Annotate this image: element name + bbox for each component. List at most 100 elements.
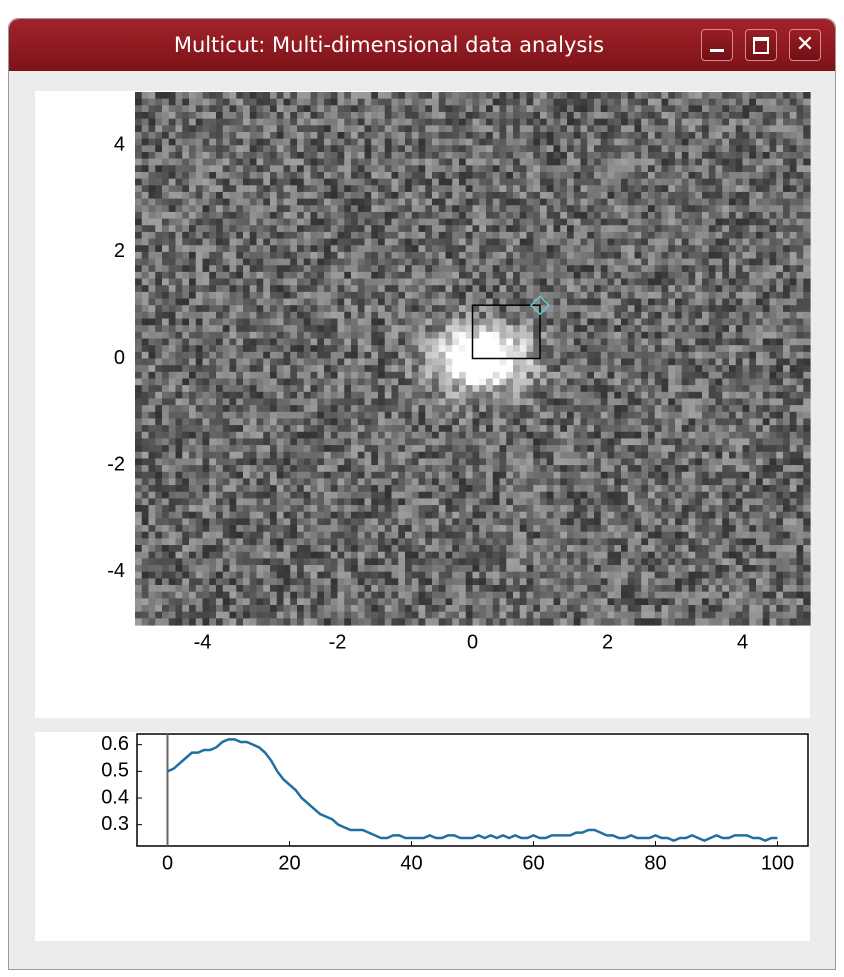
pixel [425, 251, 433, 260]
pixel [742, 198, 750, 206]
pixel [364, 311, 372, 320]
pixel [627, 145, 636, 153]
pixel [303, 231, 312, 240]
pixel [553, 318, 561, 326]
pixel [364, 111, 372, 120]
pixel [229, 351, 237, 360]
pixel [438, 398, 447, 406]
pixel [270, 185, 278, 193]
pixel [324, 131, 332, 140]
pixel [270, 145, 278, 153]
pixel [648, 385, 656, 393]
pixel [357, 351, 366, 360]
pixel [479, 98, 487, 106]
pixel [533, 358, 541, 366]
pixel [337, 178, 345, 186]
pixel [688, 198, 696, 206]
pixel [324, 398, 332, 406]
pixel [243, 245, 251, 253]
pixel [438, 125, 447, 133]
pixel [432, 218, 440, 226]
pixel [789, 178, 798, 186]
pixel [465, 211, 474, 220]
pixel [229, 418, 237, 426]
pixel [769, 251, 777, 260]
pixel [378, 191, 386, 200]
pixel [560, 331, 568, 340]
pixel [459, 391, 467, 400]
pixel [594, 158, 602, 166]
pixel [175, 145, 183, 153]
pixel [459, 411, 467, 420]
pixel [432, 271, 440, 280]
pixel [567, 271, 575, 280]
pixel [337, 258, 345, 266]
pixel [479, 311, 487, 320]
pixel [634, 145, 642, 153]
pixel [513, 171, 521, 180]
pixel [695, 351, 703, 360]
pixel [229, 118, 237, 126]
close-button[interactable]: ✕ [789, 29, 821, 61]
pixel [378, 318, 386, 326]
pixel [317, 151, 325, 160]
pixel [236, 125, 244, 133]
pixel [479, 298, 487, 306]
pixel [175, 291, 183, 300]
pixel [499, 225, 507, 233]
pixel [317, 345, 325, 353]
pixel [519, 131, 528, 140]
pixel [756, 391, 764, 400]
pixel [580, 325, 588, 333]
pixel [405, 92, 413, 100]
pixel [769, 165, 777, 173]
pixel [708, 351, 717, 360]
pixel [330, 105, 339, 113]
pixel [162, 151, 170, 160]
maximize-button[interactable] [745, 29, 777, 61]
pixel [769, 391, 777, 400]
pixel [317, 418, 325, 426]
pixel [499, 405, 507, 413]
pixel [270, 318, 278, 326]
pixel [276, 178, 285, 186]
pixel [634, 365, 642, 373]
pixel [722, 218, 730, 226]
pixel [715, 258, 723, 266]
pixel [324, 171, 332, 180]
pixel [499, 305, 507, 313]
pixel [202, 92, 210, 100]
pixel [756, 178, 764, 186]
pixel [756, 245, 764, 253]
pixel [330, 111, 339, 120]
pixel [330, 411, 339, 420]
pixel [175, 92, 183, 100]
pixel [310, 238, 318, 246]
pixel [749, 225, 757, 233]
pixel [702, 245, 710, 253]
pixel [384, 211, 393, 220]
pixel [438, 285, 447, 293]
pixel [263, 125, 271, 133]
pixel [715, 291, 723, 300]
pixel [560, 138, 568, 146]
pixel [155, 351, 163, 360]
pixel [533, 185, 541, 193]
pixel [742, 351, 750, 360]
pixel [762, 118, 771, 126]
pixel [405, 151, 413, 160]
pixel [573, 378, 582, 386]
pixel [256, 198, 264, 206]
pixel [432, 171, 440, 180]
pixel [695, 345, 703, 353]
pixel [155, 258, 163, 266]
pixel [270, 338, 278, 346]
minimize-button[interactable] [701, 29, 733, 61]
pixel [317, 391, 325, 400]
pixel [202, 111, 210, 120]
pixel [276, 391, 285, 400]
pixel [769, 125, 777, 133]
pixel [148, 158, 156, 166]
pixel [357, 238, 366, 246]
